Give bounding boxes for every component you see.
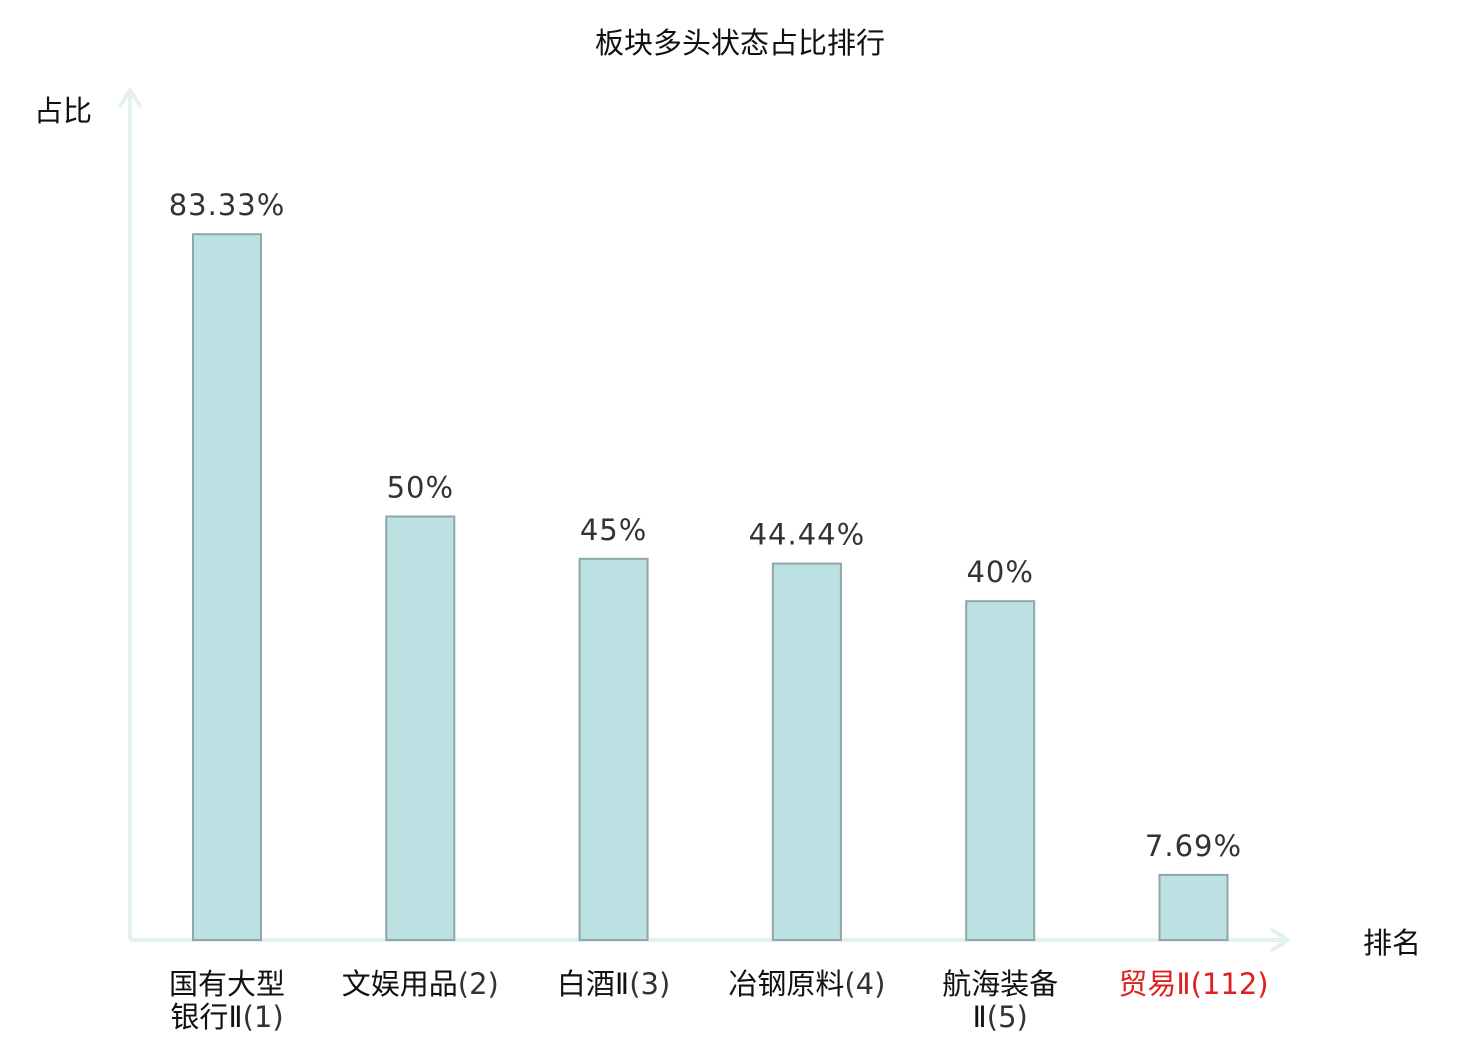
category-name: Ⅱ xyxy=(973,1000,987,1034)
category-rank: (1) xyxy=(243,1000,284,1034)
category-label: 冶钢原料(4) xyxy=(728,967,885,1001)
category-name: 白酒Ⅱ xyxy=(557,967,629,1001)
bar xyxy=(771,562,842,941)
bar-value-label: 44.44% xyxy=(749,518,866,552)
category-rank: (3) xyxy=(629,967,670,1001)
bars-group xyxy=(192,233,1229,942)
x-axis-label: 排名 xyxy=(1363,926,1421,960)
category-name: 国有大型 xyxy=(169,967,285,1001)
bar-value-label: 7.69% xyxy=(1145,829,1242,863)
category-name: 文娱用品 xyxy=(342,967,458,1001)
category-label: 贸易Ⅱ(112) xyxy=(1118,967,1268,1001)
bar-value-label: 50% xyxy=(387,471,454,505)
category-rank: (2) xyxy=(458,967,499,1001)
category-label: 白酒Ⅱ(3) xyxy=(557,967,670,1001)
category-label: 航海装备 xyxy=(942,967,1058,1001)
category-name: 贸易Ⅱ xyxy=(1118,967,1190,1001)
bar xyxy=(1158,873,1229,942)
category-label: 银行Ⅱ(1) xyxy=(170,1000,283,1034)
category-name: 航海装备 xyxy=(942,967,1058,1001)
bar-value-label: 40% xyxy=(966,555,1033,589)
category-label: Ⅱ(5) xyxy=(973,1000,1028,1034)
category-rank: (5) xyxy=(987,1000,1028,1034)
y-axis-label: 占比 xyxy=(34,94,92,128)
bar xyxy=(385,515,456,941)
bar-value-label: 45% xyxy=(580,513,647,547)
x-axis-arrow-icon xyxy=(1270,928,1290,952)
y-axis-arrow-icon xyxy=(118,88,142,108)
category-name: 银行Ⅱ xyxy=(170,1000,242,1034)
bar xyxy=(965,600,1036,941)
category-rank: (112) xyxy=(1191,967,1269,1001)
chart-title: 板块多头状态占比排行 xyxy=(595,26,885,60)
category-rank: (4) xyxy=(844,967,885,1001)
bar xyxy=(192,233,262,941)
category-label: 文娱用品(2) xyxy=(342,967,499,1001)
category-name: 冶钢原料 xyxy=(728,967,844,1001)
category-label: 国有大型 xyxy=(169,967,285,1001)
value-labels-group: 83.33% 50% 45% 44.44% 40% 7.69% xyxy=(169,188,1242,863)
bar xyxy=(578,557,649,941)
bar-value-label: 83.33% xyxy=(169,188,286,222)
